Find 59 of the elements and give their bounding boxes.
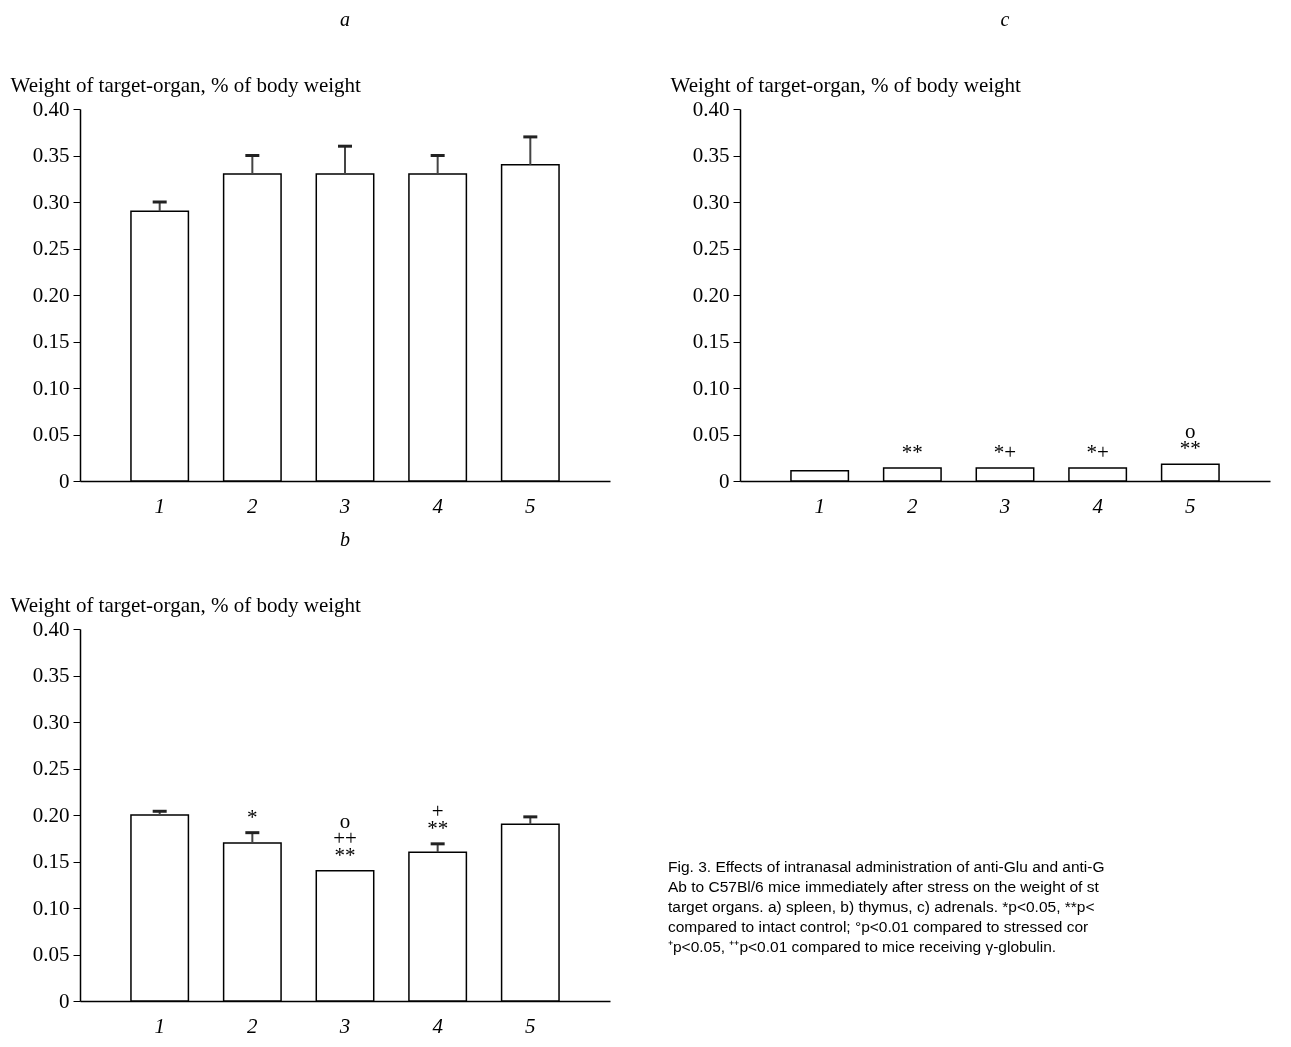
x-tick-label: 5	[1185, 493, 1196, 518]
y-tick-label: 0.40	[32, 96, 70, 121]
x-tick-label: 4	[432, 1013, 444, 1038]
y-tick-label: 0.35	[692, 143, 730, 167]
chart-title: b	[340, 528, 350, 550]
y-tick-label: 0.20	[32, 802, 70, 827]
chart-title: a	[340, 8, 350, 30]
y-axis-title: Weight of target-organ, % of body weight	[10, 72, 362, 97]
y-axis-title: Weight of target-organ, % of body weight	[10, 592, 362, 617]
y-tick-label: 0.25	[32, 236, 70, 260]
x-tick-label: 3	[338, 493, 351, 518]
y-tick-label: 0.30	[32, 189, 70, 214]
annotation: **	[427, 815, 449, 840]
y-tick-label: 0.15	[32, 849, 70, 873]
y-tick-label: 0.40	[692, 96, 730, 121]
y-tick-label: 0.35	[32, 143, 70, 167]
y-tick-label: 0.20	[32, 282, 70, 307]
y-tick-label: 0	[59, 988, 70, 1013]
annotation: *+	[993, 439, 1017, 464]
y-tick-label: 0.25	[32, 756, 70, 780]
annotation: *+	[1086, 439, 1109, 464]
x-tick-label: 5	[525, 493, 536, 518]
x-tick-label: 5	[525, 1013, 536, 1038]
y-axis-title: Weight of target-organ, % of body weight	[670, 72, 1022, 97]
x-tick-label: 4	[432, 493, 444, 518]
y-tick-label: 0.35	[32, 663, 70, 687]
x-tick-label: 2	[907, 493, 919, 518]
y-tick-label: 0.40	[32, 616, 70, 641]
y-tick-label: 0.10	[32, 895, 70, 920]
x-tick-label: 2	[247, 493, 259, 518]
y-tick-label: 0.10	[692, 375, 730, 400]
y-tick-label: 0.20	[692, 282, 730, 307]
caption: Fig. 3. Effects of intranasal administration of anti-Glu and anti-G	[668, 858, 1105, 875]
x-tick-label: 3	[338, 1013, 351, 1038]
x-tick-label: 1	[154, 493, 165, 518]
y-tick-label: 0	[59, 468, 70, 493]
x-tick-label: 2	[247, 1013, 259, 1038]
y-tick-label: 0.25	[692, 236, 730, 260]
y-tick-label: 0.05	[692, 422, 730, 446]
y-tick-label: 0.05	[32, 942, 70, 966]
annotation: *	[247, 804, 258, 829]
text: ⁺p<0.05, ⁺⁺p<0.01 compared to mice receiving γ-globulin.	[668, 938, 1057, 955]
annotation: **	[901, 439, 923, 464]
x-tick-label: 3	[998, 493, 1011, 518]
y-tick-label: 0.15	[692, 329, 730, 353]
y-tick-label: 0.30	[32, 709, 70, 734]
text: Ab to C57Bl/6 mice immediately after stress on the weight of st	[668, 878, 1100, 895]
y-tick-label: 0.05	[32, 422, 70, 446]
x-tick-label: 1	[154, 1013, 165, 1038]
y-tick-label: 0.10	[32, 375, 70, 400]
x-tick-label: 4	[1092, 493, 1104, 518]
text: compared to intact control; °p<0.01 compared to stressed cor	[668, 918, 1089, 935]
y-tick-label: 0	[719, 468, 730, 493]
y-tick-label: 0.30	[692, 189, 730, 214]
y-tick-label: 0.15	[32, 329, 70, 353]
chart-title: c	[1000, 8, 1010, 30]
x-tick-label: 1	[814, 493, 825, 518]
text: target organs. a) spleen, b) thymus, c) adrenals. *p<0.05, **p<	[668, 898, 1095, 915]
annotation: **	[334, 842, 356, 867]
